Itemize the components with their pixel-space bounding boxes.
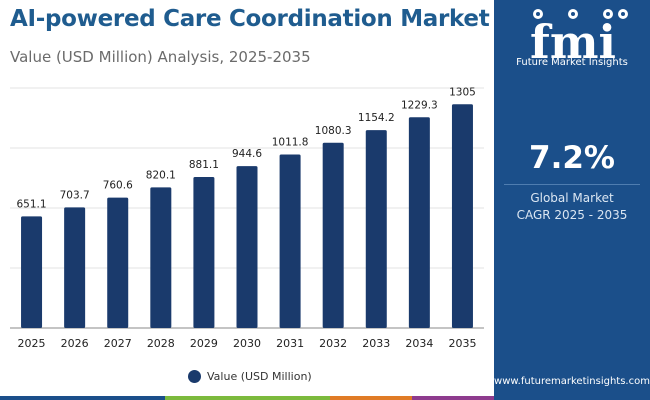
value-labels: 651.1 703.7 760.6 820.1 881.1 944.6 1011.8 1080… <box>17 86 476 210</box>
x-tick-label-2029: 2029 <box>190 337 218 350</box>
value-label-2027: 760.6 <box>103 180 133 192</box>
bar-2028 <box>150 187 172 328</box>
x-tick-label-2030: 2030 <box>233 337 261 350</box>
cagr-label-line2: CAGR 2025 - 2035 <box>516 208 628 222</box>
logo-text: Future Market Insights <box>516 57 628 68</box>
value-label-2031: 1011.8 <box>272 137 309 149</box>
x-tick-label-2025: 2025 <box>18 337 46 350</box>
svg-text:fmi: fmi <box>530 15 616 69</box>
bar-2032 <box>322 142 344 328</box>
value-label-2029: 881.1 <box>189 159 219 171</box>
x-tick-label-2032: 2032 <box>319 337 347 350</box>
x-tick-label-2035: 2035 <box>448 337 476 350</box>
bottom-color-bar <box>0 396 494 400</box>
bottom-bar-segment-green <box>165 396 330 400</box>
x-axis: 2025 2026 2027 2028 2029 2030 2031 2032 2033 2034… <box>18 337 477 350</box>
bar-2030 <box>236 166 258 328</box>
bottom-bar-segment-purple <box>412 396 494 400</box>
website-url: www.futuremarketinsights.com <box>494 376 650 387</box>
x-tick-label-2033: 2033 <box>362 337 390 350</box>
bar-2029 <box>193 176 215 328</box>
value-label-2032: 1080.3 <box>315 125 352 137</box>
page-title: AI-powered Care Coordination Market <box>10 6 490 32</box>
legend-label: Value (USD Million) <box>207 369 312 383</box>
divider <box>504 184 640 185</box>
bar-2025 <box>21 216 43 328</box>
bottom-bar-segment-orange <box>330 396 412 400</box>
x-tick-label-2028: 2028 <box>147 337 175 350</box>
value-label-2026: 703.7 <box>60 189 90 201</box>
value-label-2030: 944.6 <box>232 148 262 160</box>
page-subtitle: Value (USD Million) Analysis, 2025-2035 <box>10 48 311 66</box>
bars <box>21 104 473 329</box>
fmi-logo: fmi <box>530 9 628 69</box>
bar-2033 <box>365 130 387 328</box>
bar-2027 <box>107 197 129 328</box>
value-label-2034: 1229.3 <box>401 99 438 111</box>
x-tick-label-2027: 2027 <box>104 337 132 350</box>
value-label-2028: 820.1 <box>146 169 176 181</box>
bar-2034 <box>408 117 430 329</box>
bar-2035 <box>451 104 473 329</box>
value-label-2035: 1305 <box>449 86 476 98</box>
cagr-value: 7.2% <box>529 140 615 176</box>
cagr-label: Global Market CAGR 2025 - 2035 <box>494 190 650 224</box>
side-panel: fmi Future Market Insights 7.2% Global M… <box>494 0 650 400</box>
legend: Value (USD Million) <box>188 368 312 384</box>
x-tick-label-2034: 2034 <box>405 337 433 350</box>
value-label-2033: 1154.2 <box>358 112 395 124</box>
legend-marker <box>188 369 201 383</box>
bar-2031 <box>279 154 301 328</box>
x-tick-label-2031: 2031 <box>276 337 304 350</box>
value-label-2025: 651.1 <box>17 198 47 210</box>
bar-2026 <box>64 207 86 328</box>
x-tick-label-2026: 2026 <box>61 337 89 350</box>
bottom-bar-segment-blue <box>0 396 165 400</box>
bar-chart: 651.1 703.7 760.6 820.1 881.1 944.6 1011.8 1080… <box>10 86 484 350</box>
cagr-label-line1: Global Market <box>530 191 614 205</box>
